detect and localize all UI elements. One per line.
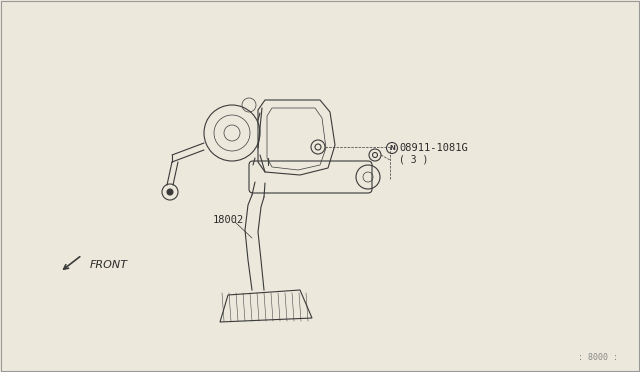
Text: 18002: 18002 [213, 215, 244, 225]
Text: 08911-1081G: 08911-1081G [399, 143, 468, 153]
Circle shape [167, 189, 173, 195]
Text: FRONT: FRONT [90, 260, 128, 270]
Text: ( 3 ): ( 3 ) [399, 155, 428, 165]
Text: : 8000 :: : 8000 : [578, 353, 618, 362]
Text: N: N [389, 145, 395, 151]
